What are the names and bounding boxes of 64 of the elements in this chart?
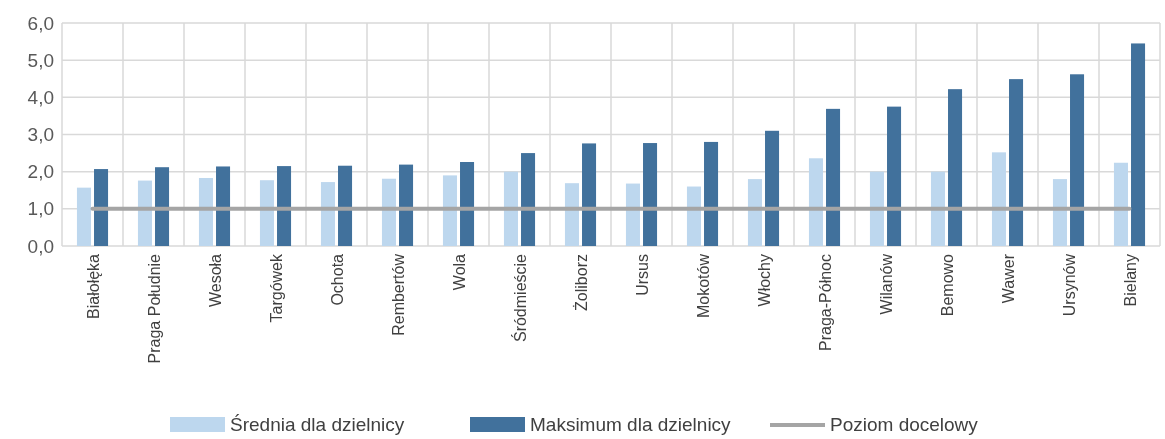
legend-label: Maksimum dla dzielnicy	[530, 414, 732, 435]
x-tick-label: Ursus	[633, 254, 651, 296]
x-tick-label: Ursynów	[1060, 253, 1078, 317]
bar	[747, 179, 762, 246]
y-tick-label: 2,0	[27, 161, 54, 183]
y-tick-label: 3,0	[27, 124, 54, 146]
x-tick-label: Targówek	[267, 253, 285, 323]
y-tick-label: 5,0	[27, 49, 54, 71]
x-tick-label: Praga-Północ	[816, 254, 834, 351]
x-tick-label: Bielany	[1121, 254, 1139, 307]
x-tick-label: Wola	[450, 253, 468, 291]
bar	[564, 183, 579, 246]
x-tick-label: Bemowo	[938, 253, 956, 317]
bar	[625, 183, 640, 246]
y-tick-label: 6,0	[27, 12, 54, 34]
bar	[338, 165, 353, 246]
legend-label: Poziom docelowy	[830, 414, 979, 435]
x-tick-label: Żoliborz	[571, 254, 590, 311]
x-tick-label: Rembertów	[389, 253, 407, 336]
bar	[643, 143, 658, 246]
x-tick-label: Mokotów	[694, 253, 712, 319]
bar	[1052, 179, 1067, 246]
bar	[155, 167, 170, 246]
bar	[521, 153, 536, 246]
y-tick-label: 0,0	[27, 235, 54, 257]
x-tick-label: Wawer	[999, 253, 1017, 304]
bar	[686, 186, 701, 246]
x-tick-label: Białołęka	[84, 253, 102, 319]
y-tick-label: 4,0	[27, 86, 54, 108]
x-tick-label: Wesoła	[206, 253, 224, 308]
x-tick-label: Włochy	[755, 254, 773, 307]
bar	[259, 180, 274, 246]
legend-label: Średnia dla dzielnicy	[230, 414, 405, 435]
bar	[442, 175, 457, 246]
bar	[948, 89, 963, 246]
bar	[320, 182, 335, 246]
bar	[930, 171, 945, 246]
bar	[1113, 162, 1128, 246]
x-tick-label: Śródmieście	[510, 253, 529, 343]
bar	[399, 164, 414, 246]
bar	[216, 166, 231, 246]
bar	[808, 158, 823, 246]
y-tick-label: 1,0	[27, 198, 54, 220]
bar	[94, 169, 109, 246]
bar	[582, 143, 597, 246]
bar	[991, 152, 1006, 246]
x-tick-label: Praga Południe	[145, 253, 163, 364]
x-tick-label: Wilanów	[877, 253, 895, 315]
bar	[1070, 74, 1085, 246]
bar	[76, 187, 91, 246]
bar	[198, 177, 213, 246]
bar	[765, 130, 780, 246]
bar	[1131, 43, 1146, 246]
x-tick-label: Ochota	[328, 253, 346, 306]
bar	[704, 141, 719, 246]
bar	[869, 171, 884, 246]
bar	[1009, 79, 1024, 246]
bar	[460, 162, 475, 246]
bar	[826, 108, 841, 246]
bar	[277, 166, 292, 246]
bar	[137, 180, 152, 246]
bar	[887, 106, 902, 246]
bar	[503, 171, 518, 246]
bar	[381, 178, 396, 246]
